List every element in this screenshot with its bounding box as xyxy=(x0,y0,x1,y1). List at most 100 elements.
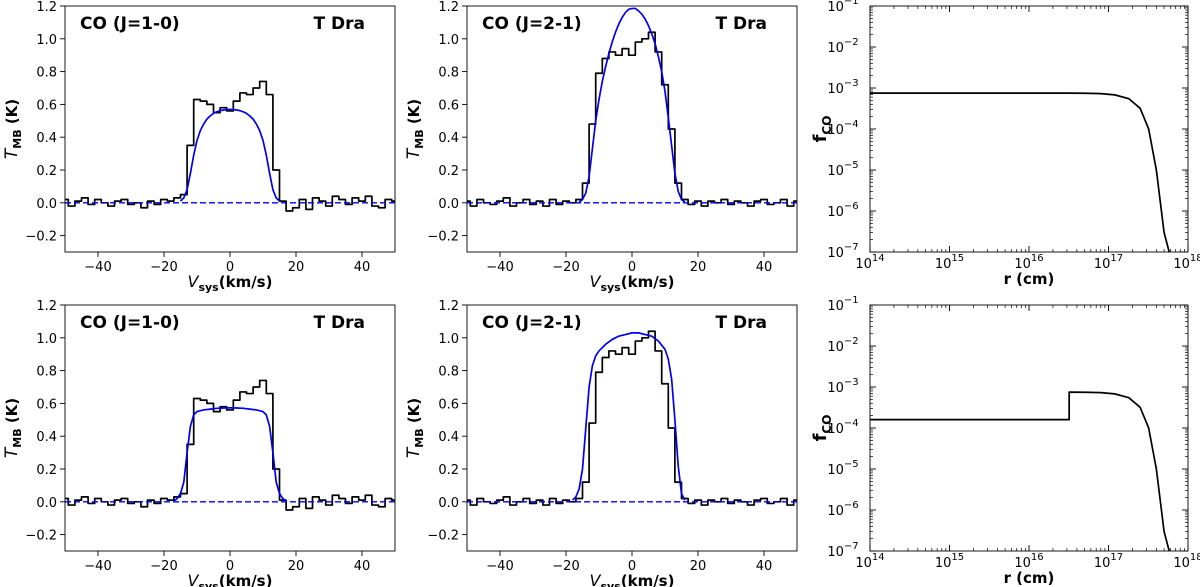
x-tick-label: 20 xyxy=(690,260,707,275)
y-tick-label: 1.2 xyxy=(438,0,459,15)
x-tick-label: 20 xyxy=(690,559,707,574)
x-tick-label: −40 xyxy=(84,260,111,275)
panel-bottom-left: −40 −20 0 20 40 −0.2 0.0 0.2 0.4 0.6 0.8 1.0 1.2 CO (… xyxy=(2,299,396,587)
y-axis-label: TMB (K) xyxy=(404,398,426,458)
y-tick-label: 0.6 xyxy=(438,98,459,113)
x-axis-label: r (cm) xyxy=(1004,270,1055,288)
y-tick-label: 1.0 xyxy=(36,332,57,347)
line-annotation: CO (J=2-1) xyxy=(482,14,582,34)
source-annotation: T Dra xyxy=(314,313,365,333)
source-annotation: T Dra xyxy=(716,313,767,333)
line-annotation: CO (J=1-0) xyxy=(80,14,180,34)
axes-frame xyxy=(64,304,396,552)
y-axis-label: fCO xyxy=(810,415,834,442)
y-tick-label: 1.2 xyxy=(36,299,57,314)
x-tick-label: 20 xyxy=(288,559,305,574)
y-tick-label: 0.6 xyxy=(36,397,57,412)
y-tick-label: 0.2 xyxy=(36,164,57,179)
x-tick-label: 40 xyxy=(756,260,773,275)
series-model xyxy=(179,108,281,202)
y-tick-label: 0.0 xyxy=(36,496,57,511)
x-axis-label: r (cm) xyxy=(1004,569,1055,587)
y-tick-label: 0.8 xyxy=(438,365,459,380)
x-tick-label: 1015 xyxy=(935,552,964,571)
axes-frame xyxy=(869,5,1189,253)
x-tick-label: 0 xyxy=(226,559,234,574)
y-tick-label: 1.0 xyxy=(438,33,459,48)
x-tick-label: 1014 xyxy=(855,253,884,272)
y-tick-label: 10−7 xyxy=(827,242,858,261)
y-tick-label: 10−2 xyxy=(827,37,858,56)
axes-frame xyxy=(64,5,396,253)
line-annotation: CO (J=2-1) xyxy=(482,313,582,333)
y-tick-label: 10−1 xyxy=(827,0,858,15)
x-tick-label: 40 xyxy=(756,559,773,574)
y-axis-label: TMB (K) xyxy=(2,398,24,458)
series-group xyxy=(870,92,1171,252)
y-tick-label: 0.2 xyxy=(36,463,57,478)
y-tick-label: 1.0 xyxy=(438,332,459,347)
y-tick-label: 0.0 xyxy=(36,197,57,212)
x-axis-label: Vsys(km/s) xyxy=(590,571,675,587)
x-tick-label: 1014 xyxy=(855,552,884,571)
panel-top-middle: −40 −20 0 20 40 −0.2 0.0 0.2 0.4 0.6 0.8 1.0 1.2 CO (… xyxy=(404,0,798,294)
x-tick-label: 0 xyxy=(226,260,234,275)
y-tick-label: 0.0 xyxy=(438,496,459,511)
y-tick-label: 10−2 xyxy=(827,336,858,355)
series-observed xyxy=(467,31,797,207)
y-tick-label: 0.2 xyxy=(438,463,459,478)
source-annotation: T Dra xyxy=(716,14,767,34)
axes-frame xyxy=(466,5,798,253)
y-tick-label: 1.2 xyxy=(438,299,459,314)
y-tick-label: 10−6 xyxy=(827,201,858,220)
panel-bottom-middle: −40 −20 0 20 40 −0.2 0.0 0.2 0.4 0.6 0.8 1.0 1.2 CO (… xyxy=(404,299,798,587)
x-tick-label: 20 xyxy=(288,260,305,275)
x-axis-label: Vsys(km/s) xyxy=(188,272,273,294)
x-tick-label: −40 xyxy=(486,559,513,574)
y-tick-label: −0.2 xyxy=(25,529,57,544)
series-observed xyxy=(65,80,395,212)
y-tick-label: 10−5 xyxy=(827,459,858,478)
x-tick-label: −40 xyxy=(84,559,111,574)
x-tick-label: 1017 xyxy=(1094,253,1123,272)
x-tick-label: 1015 xyxy=(935,253,964,272)
series-model xyxy=(572,332,686,501)
axes-frame xyxy=(869,304,1189,552)
y-tick-label: 0.2 xyxy=(438,164,459,179)
x-tick-label: −20 xyxy=(552,260,579,275)
series-group xyxy=(467,330,797,506)
series-observed xyxy=(467,330,797,506)
panel-top-right: 1014 1015 1016 1017 101810−710−610−510−410−3… xyxy=(810,0,1200,288)
y-tick-label: 0.4 xyxy=(438,131,459,146)
y-tick-label: 10−1 xyxy=(827,295,858,314)
y-tick-label: 10−6 xyxy=(827,500,858,519)
series-group xyxy=(870,391,1171,551)
x-tick-label: 0 xyxy=(628,260,636,275)
x-tick-label: −20 xyxy=(150,559,177,574)
x-tick-label: 0 xyxy=(628,559,636,574)
x-tick-label: 1018 xyxy=(1173,552,1200,571)
x-tick-label: 1017 xyxy=(1094,552,1123,571)
x-tick-label: 1018 xyxy=(1173,253,1200,272)
x-tick-label: 40 xyxy=(354,260,371,275)
x-tick-label: 40 xyxy=(354,559,371,574)
y-tick-label: −0.2 xyxy=(427,529,459,544)
series-group xyxy=(65,80,395,212)
y-tick-label: 10−3 xyxy=(827,377,858,396)
y-tick-label: 0.4 xyxy=(438,430,459,445)
y-tick-label: 0.4 xyxy=(36,131,57,146)
y-tick-label: 0.8 xyxy=(36,365,57,380)
axes-frame xyxy=(466,304,798,552)
y-tick-label: 0.6 xyxy=(438,397,459,412)
x-tick-label: −20 xyxy=(150,260,177,275)
series-group xyxy=(65,379,395,511)
line-annotation: CO (J=1-0) xyxy=(80,313,180,333)
series-observed xyxy=(65,379,395,511)
series-fCO xyxy=(870,391,1171,551)
y-tick-label: −0.2 xyxy=(25,230,57,245)
y-tick-label: 0.0 xyxy=(438,197,459,212)
source-annotation: T Dra xyxy=(314,14,365,34)
x-tick-label: −40 xyxy=(486,260,513,275)
x-axis-label: Vsys(km/s) xyxy=(188,571,273,587)
